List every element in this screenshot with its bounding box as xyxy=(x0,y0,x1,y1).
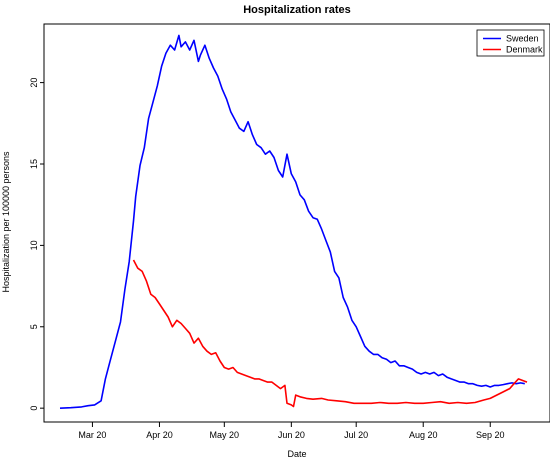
y-tick-label: 0 xyxy=(29,406,39,411)
y-axis-label: Hospitalization per 100000 persons xyxy=(1,151,11,293)
legend: Sweden Denmark xyxy=(476,29,545,57)
x-tick-label: Jul 20 xyxy=(344,430,368,440)
y-tick-label: 5 xyxy=(29,324,39,329)
x-tick-label: Aug 20 xyxy=(409,430,438,440)
x-tick-label: Mar 20 xyxy=(78,430,106,440)
y-axis: 0 5 10 15 20 xyxy=(29,78,44,411)
legend-box xyxy=(476,29,545,57)
x-tick-label: Jun 20 xyxy=(278,430,305,440)
legend-label-sweden: Sweden xyxy=(506,34,539,44)
x-tick-label: Sep 20 xyxy=(476,430,505,440)
series-line-sweden xyxy=(59,34,525,409)
x-axis-label: Date xyxy=(287,449,306,459)
x-axis: Mar 20 Apr 20 May 20 Jun 20 Jul 20 Aug 20 Sep … xyxy=(78,422,505,440)
y-tick-label: 20 xyxy=(29,78,39,88)
series-line-denmark xyxy=(132,259,528,408)
plot-area-border xyxy=(43,23,550,423)
x-tick-label: May 20 xyxy=(210,430,240,440)
y-tick-label: 10 xyxy=(29,240,39,250)
legend-label-denmark: Denmark xyxy=(506,45,543,55)
series-layer xyxy=(59,34,528,409)
x-tick-label: Apr 20 xyxy=(146,430,173,440)
y-tick-label: 15 xyxy=(29,159,39,169)
chart-title: Hospitalization rates xyxy=(243,4,351,16)
